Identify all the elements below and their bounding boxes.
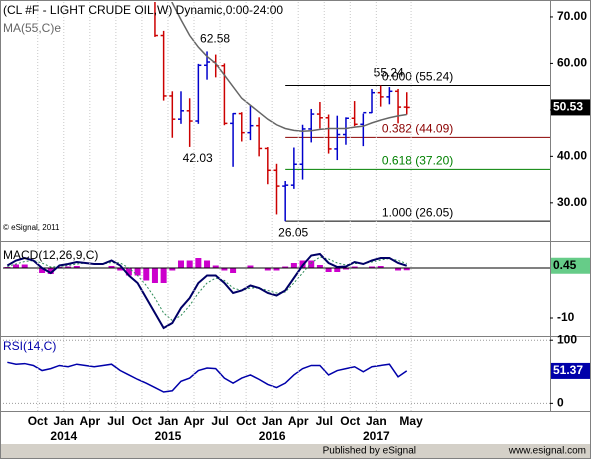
price-annotation: 42.03 (183, 151, 213, 165)
macd-histogram (221, 268, 228, 271)
x-tick-label: Jul (316, 414, 333, 428)
macd-line (6, 252, 408, 330)
price-annotation: 55.24 (374, 66, 404, 80)
macd-histogram (342, 268, 349, 270)
macd-histogram (117, 268, 124, 271)
fib-label: 1.000 (26.05) (382, 205, 453, 219)
price-annotation: 62.58 (200, 32, 230, 46)
plot-area (3, 252, 550, 330)
macd-histogram (264, 268, 271, 271)
macd-histogram (325, 268, 332, 272)
y-tick-label: 30.00 (557, 195, 587, 209)
macd-histogram (334, 268, 341, 272)
macd-histogram (169, 268, 176, 271)
macd-histogram (134, 268, 141, 276)
macd-histogram (247, 265, 254, 268)
macd-histogram (204, 260, 211, 268)
copyright: © eSignal, 2011 (3, 223, 60, 232)
x-tick-label: Apr (184, 414, 205, 428)
macd-histogram (39, 268, 46, 273)
x-tick-label: Jan (366, 414, 387, 428)
plot-area: 0.000 (55.24) 0.382 (44.09) 0.618 (37.20) 1… (154, 2, 550, 239)
macd-histogram (65, 266, 72, 268)
x-tick-label: Jan (158, 414, 179, 428)
value-box (551, 99, 590, 116)
x-year-label: 2017 (363, 429, 390, 443)
macd-histogram (403, 268, 410, 271)
value-box-label: 50.53 (553, 100, 583, 114)
macd-histogram (177, 260, 184, 268)
macd-histogram (47, 268, 54, 274)
macd-histogram (186, 260, 193, 268)
macd-histogram (377, 266, 384, 268)
macd-histogram (316, 265, 323, 268)
x-tick-label: Apr (79, 414, 100, 428)
indicator-title: RSI(14,C) (3, 339, 56, 353)
macd-histogram (108, 266, 115, 268)
macd-histogram (282, 266, 289, 268)
value-box-label: 0.45 (553, 258, 577, 272)
x-tick-label: Jul (211, 414, 228, 428)
y-tick-label: 0 (557, 396, 564, 410)
x-tick-label: Oct (132, 414, 152, 428)
x-tick-label: Jan (262, 414, 283, 428)
footer-url: www.esignal.com (508, 446, 586, 457)
y-tick-label: 60.00 (557, 56, 587, 70)
value-box (551, 257, 590, 274)
footer-publisher: Published by eSignal (323, 446, 416, 457)
macd-histogram (195, 258, 202, 268)
overlay-legend: MA(55,C)e (3, 21, 61, 35)
signal-line (7, 256, 407, 322)
x-year-label: 2015 (155, 429, 182, 443)
macd-histogram (369, 266, 376, 268)
fib-label: 0.618 (37.20) (382, 154, 453, 168)
macd-histogram (273, 268, 280, 271)
macd-histogram (160, 268, 167, 283)
moving-average (171, 2, 407, 133)
macd-histogram (395, 268, 402, 271)
x-tick-label: Jul (107, 414, 124, 428)
macd-histogram (143, 268, 150, 281)
indicator-title: MACD(12,26,9,C) (3, 248, 98, 262)
footer-bar (1, 444, 590, 458)
macd-histogram (13, 264, 20, 268)
macd-histogram (21, 264, 28, 268)
x-tick-label: Oct (236, 414, 256, 428)
fib-label: 0.000 (55.24) (382, 70, 453, 84)
macd-histogram (125, 268, 132, 276)
macd-histogram (230, 268, 237, 273)
rsi-line (7, 361, 408, 393)
y-tick-label: 40.00 (557, 149, 587, 163)
value-box (551, 362, 590, 379)
macd-histogram (351, 266, 358, 268)
x-tick-label: May (399, 414, 423, 428)
macd-histogram (290, 263, 297, 268)
price-annotation: 26.05 (278, 225, 308, 239)
macd-histogram (73, 266, 80, 268)
x-tick-label: Oct (340, 414, 360, 428)
macd-histogram (212, 265, 219, 268)
x-tick-label: Jan (53, 414, 74, 428)
y-tick-label: 100 (557, 332, 577, 346)
macd-histogram (151, 268, 158, 283)
chart-title: (CL #F - LIGHT CRUDE OIL,W) Dynamic,0:00… (3, 3, 283, 17)
value-box-label: 51.37 (553, 363, 583, 377)
x-tick-label: Oct (28, 414, 48, 428)
x-year-label: 2014 (50, 429, 77, 443)
y-tick-label: 70.00 (557, 9, 587, 23)
plot-area (7, 361, 408, 393)
fib-label: 0.382 (44.09) (382, 122, 453, 136)
x-year-label: 2016 (259, 429, 286, 443)
x-tick-label: Apr (288, 414, 309, 428)
y-tick-label: -10 (557, 310, 575, 324)
macd-histogram (308, 260, 315, 268)
